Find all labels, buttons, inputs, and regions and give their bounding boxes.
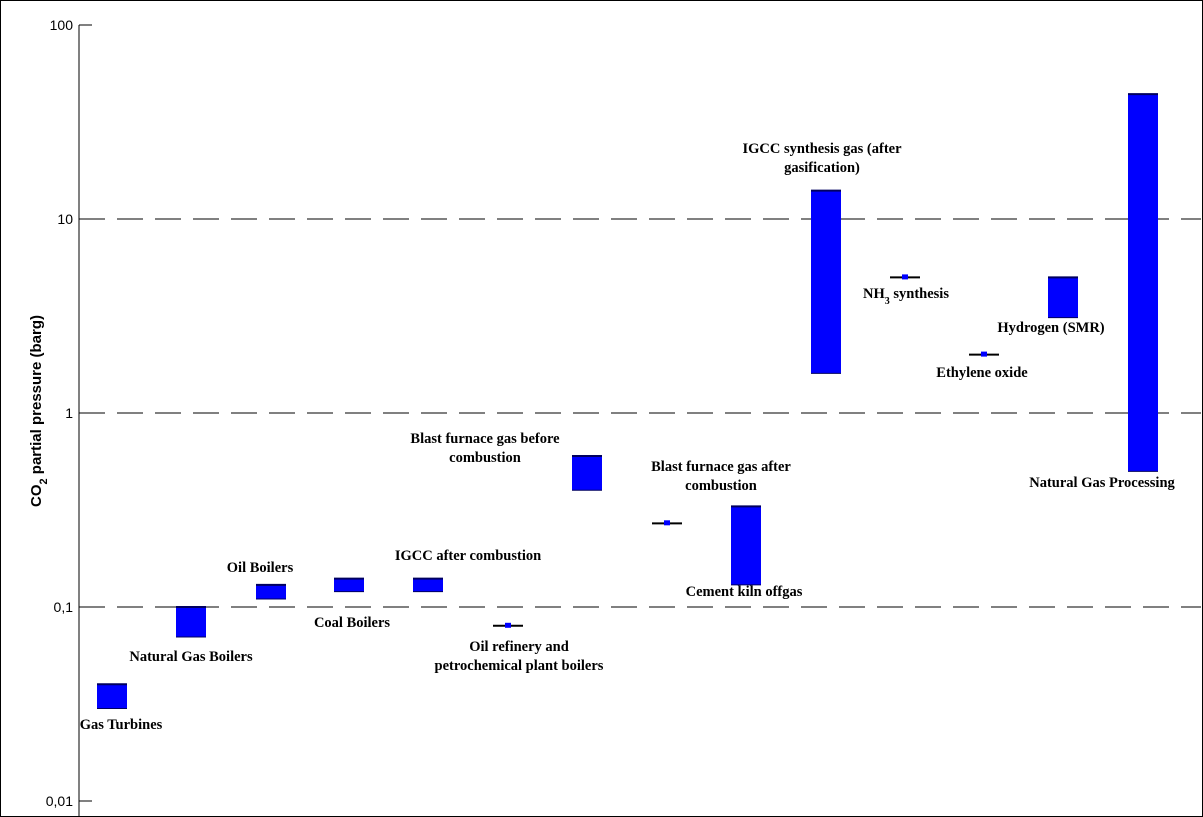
marker-blast-furnace-gas-after-combustion — [664, 520, 670, 526]
label-igcc-synthesis-gas-after-gasification: IGCC synthesis gas (after gasification) — [742, 141, 902, 176]
bar-oil-boilers — [256, 584, 286, 599]
marker-ethylene-oxide — [981, 351, 987, 357]
bar-natural-gas-processing — [1128, 94, 1158, 472]
bar-blast-furnace-gas-before-combustion — [572, 456, 602, 491]
bar-natural-gas-boilers — [176, 607, 206, 638]
label-oil-refinery-and-petrochemical-plant-boilers: Oil refinery and petrochemical plant boil… — [435, 639, 604, 674]
label-cement-kiln-offgas: Cement kiln offgas — [686, 584, 803, 600]
marker-nh3-synthesis — [902, 274, 908, 280]
label-natural-gas-processing: Natural Gas Processing — [1029, 475, 1175, 491]
label-igcc-after-combustion: IGCC after combustion — [395, 548, 541, 564]
y-tick-label: 10 — [57, 211, 73, 227]
y-tick-label: 1 — [65, 405, 73, 421]
label-nh3-synthesis: NH3 synthesis — [863, 286, 949, 307]
marker-oil-refinery-and-petrochemical-plant-boilers — [505, 622, 511, 628]
label-hydrogen-smr: Hydrogen (SMR) — [997, 320, 1104, 336]
label-gas-turbines: Gas Turbines — [80, 717, 163, 733]
range-bars — [97, 93, 1158, 709]
bar-igcc-synthesis-gas-after-gasification — [811, 190, 841, 374]
label-blast-furnace-gas-before-combustion: Blast furnace gas before combustion — [410, 431, 560, 466]
label-coal-boilers: Coal Boilers — [314, 615, 390, 631]
bar-igcc-after-combustion — [413, 578, 443, 592]
bar-hydrogen-smr — [1048, 277, 1078, 318]
label-ethylene-oxide: Ethylene oxide — [936, 365, 1028, 381]
y-axis-title: CO2 partial pressure (barg) — [28, 315, 50, 507]
category-labels: Gas Turbines Natural Gas Boilers Oil Boile… — [80, 141, 1176, 733]
y-tick-label: 100 — [50, 17, 74, 33]
gridlines — [79, 218, 1201, 608]
label-oil-boilers: Oil Boilers — [227, 560, 294, 576]
y-tick-label: 0,1 — [54, 599, 74, 615]
label-natural-gas-boilers: Natural Gas Boilers — [129, 649, 253, 665]
bar-cement-kiln-offgas — [731, 506, 761, 585]
bar-coal-boilers — [334, 578, 364, 592]
bar-gas-turbines — [97, 684, 127, 709]
y-tick-label: 0,01 — [46, 793, 73, 809]
label-blast-furnace-gas-after-combustion: Blast furnace gas after combustion — [651, 459, 791, 494]
y-axis: 0,01 0,1 1 10 100 — [46, 17, 92, 816]
